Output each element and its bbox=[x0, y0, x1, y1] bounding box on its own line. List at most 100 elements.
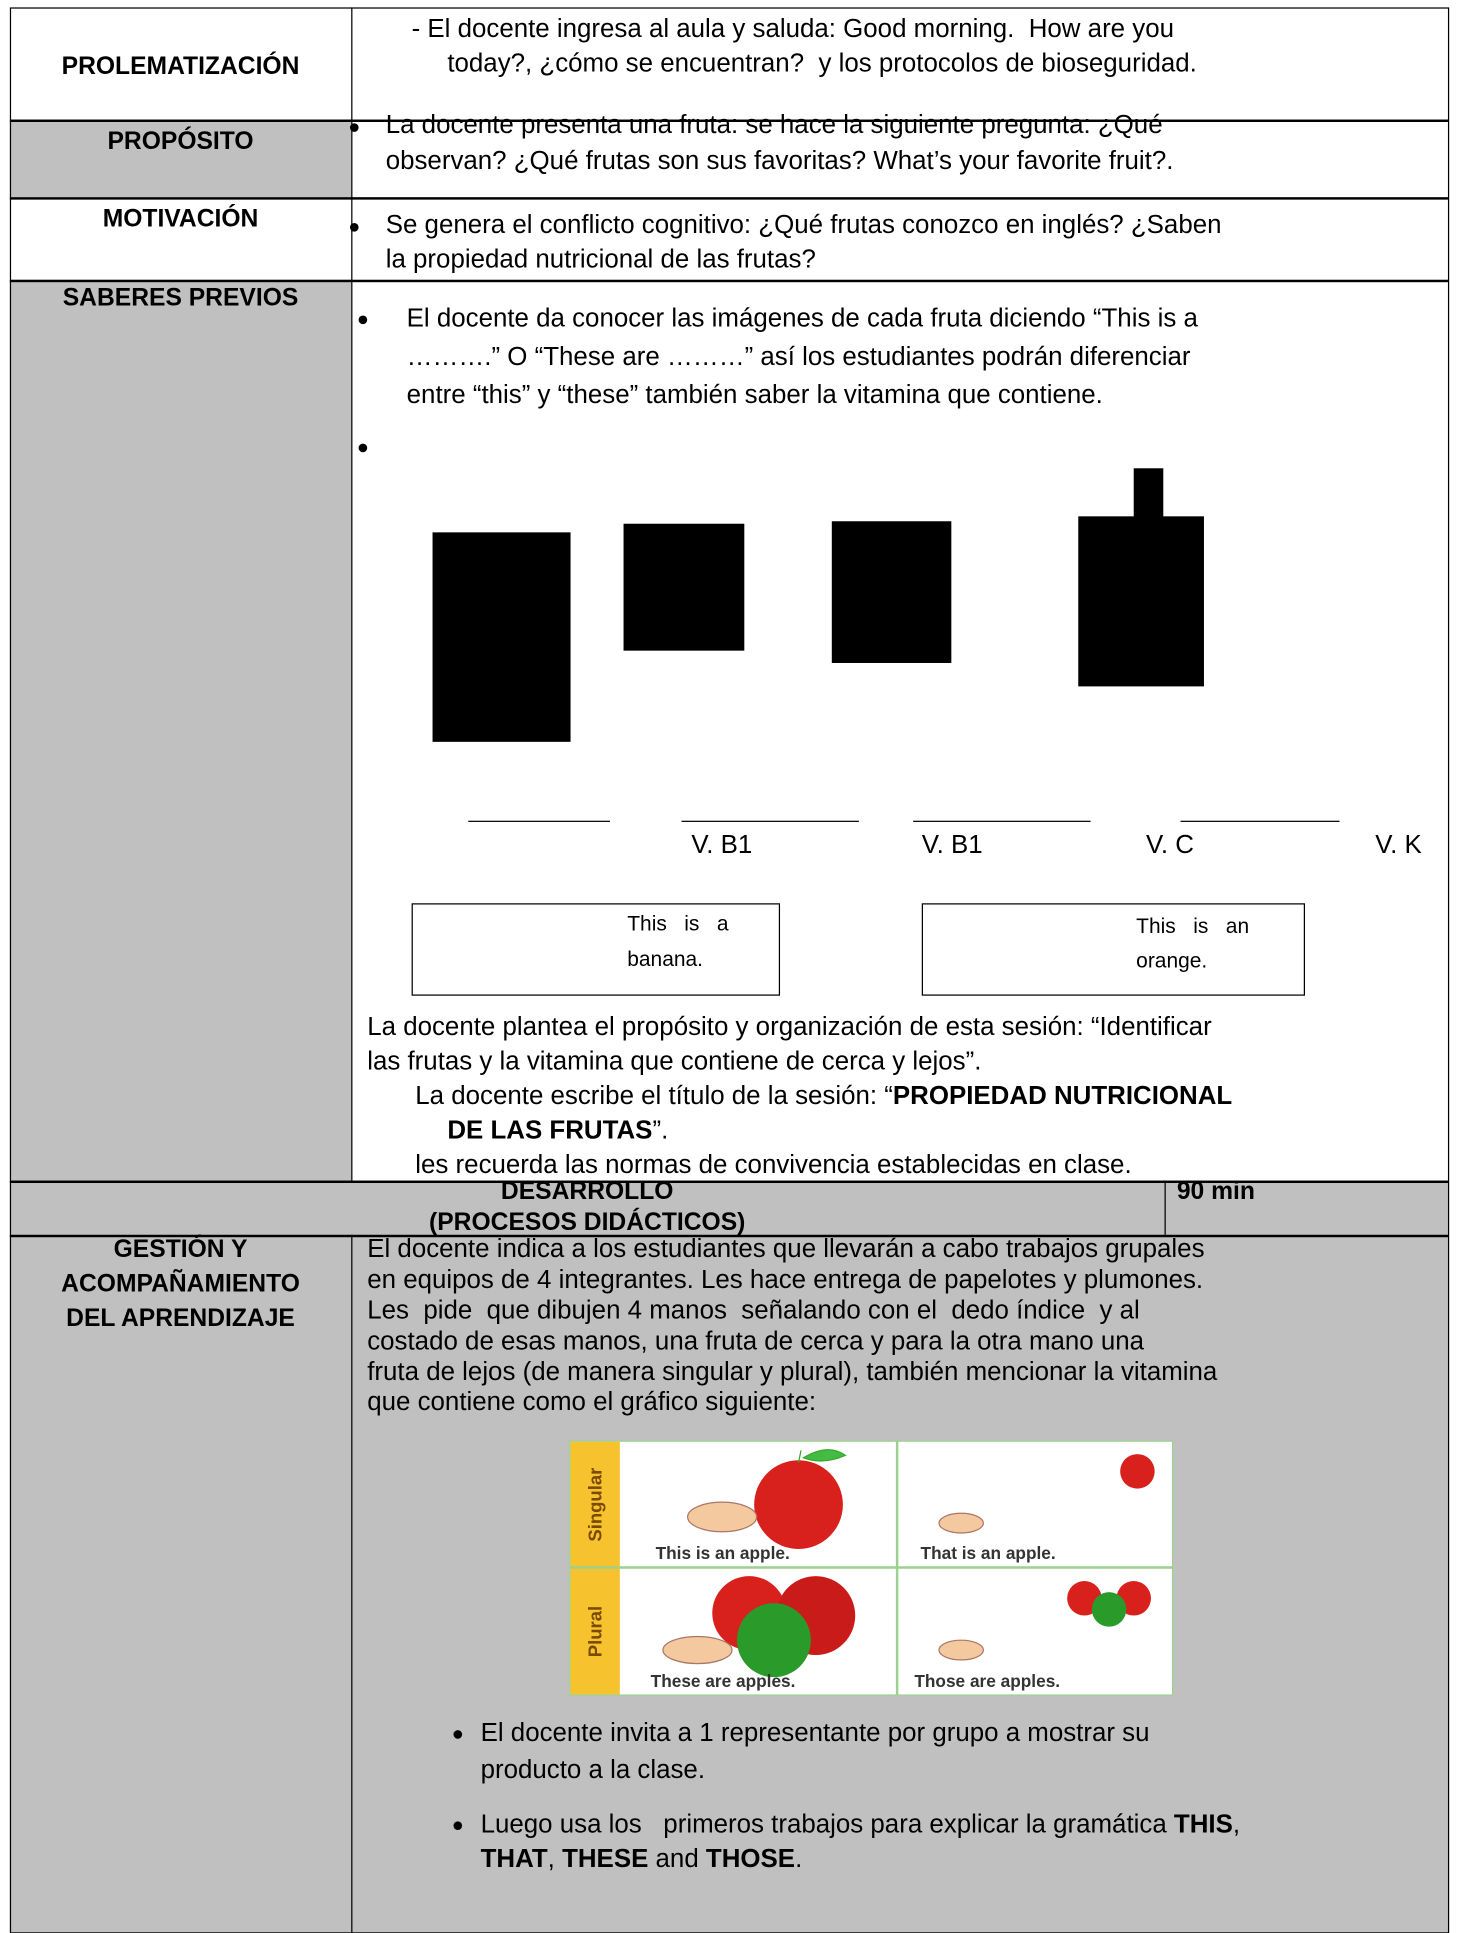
label-bg bbox=[9, 119, 352, 198]
row-label: GESTIÓN Y bbox=[113, 1235, 248, 1264]
caption: These are apples. bbox=[651, 1671, 796, 1691]
section-title: (PROCESOS DIDÁCTICOS) bbox=[429, 1208, 746, 1236]
apple bbox=[736, 1603, 811, 1678]
text-line: El docente indica a los estudiantes que … bbox=[367, 1234, 1205, 1264]
text-line: La docente escribe el título de la sesió… bbox=[415, 1082, 1232, 1112]
redacted-image bbox=[1133, 468, 1164, 518]
bullet bbox=[453, 1821, 463, 1830]
row-label: SABERES PREVIOS bbox=[62, 284, 299, 312]
blank-line bbox=[681, 820, 859, 822]
blank-line bbox=[913, 820, 1091, 822]
row-line bbox=[9, 279, 1448, 283]
bullet bbox=[349, 223, 359, 232]
session-title: PROPIEDAD NUTRICIONAL bbox=[892, 1081, 1233, 1111]
text: La docente escribe el título de la sesió… bbox=[415, 1081, 893, 1111]
text-line: La docente presenta una fruta: se hace l… bbox=[385, 110, 1163, 140]
caption: That is an apple. bbox=[921, 1543, 1056, 1563]
text-line: - El docente ingresa al aula y saluda: G… bbox=[411, 14, 1174, 44]
text: and bbox=[648, 1844, 706, 1874]
text: ”. bbox=[652, 1116, 669, 1145]
text-line: El docente invita a 1 representante por … bbox=[480, 1719, 1150, 1748]
hand bbox=[662, 1635, 733, 1665]
keyword: THIS bbox=[1173, 1810, 1233, 1839]
redacted-image bbox=[623, 523, 745, 651]
leaf bbox=[797, 1449, 847, 1463]
row-label: MOTIVACIÓN bbox=[102, 205, 259, 233]
column-line bbox=[351, 7, 353, 1181]
text-line: fruta de lejos (de manera singular y plu… bbox=[367, 1357, 1218, 1387]
text-box bbox=[411, 903, 781, 996]
column-line bbox=[351, 1234, 353, 1933]
bullet bbox=[358, 443, 368, 453]
bullet bbox=[349, 123, 359, 132]
text-line: las frutas y la vitamina que contiene de… bbox=[367, 1047, 982, 1076]
row-label: PROLEMATIZACIÓN bbox=[61, 52, 300, 81]
blank-line bbox=[1180, 820, 1340, 822]
text: Luego usa los primeros trabajos para exp… bbox=[480, 1810, 1174, 1839]
keyword: THAT bbox=[480, 1844, 548, 1874]
text-line: en equipos de 4 integrantes. Les hace en… bbox=[367, 1265, 1204, 1294]
redacted-image bbox=[831, 521, 952, 663]
blank-line bbox=[468, 820, 610, 822]
grammar-figure: Singular Plural This is an apple. That i… bbox=[569, 1440, 1174, 1696]
text-line: El docente da conocer las imágenes de ca… bbox=[406, 304, 1198, 333]
session-title: DE LAS FRUTAS bbox=[447, 1116, 653, 1145]
apple bbox=[1120, 1454, 1155, 1489]
text-line: La docente plantea el propósito y organi… bbox=[367, 1012, 1212, 1042]
text-line: Se genera el conflicto cognitivo: ¿Qué f… bbox=[385, 210, 1222, 240]
text: , bbox=[547, 1844, 563, 1874]
vitamin-label: V. B1 bbox=[691, 830, 753, 859]
box-text: banana. bbox=[627, 947, 703, 972]
row-label: Plural bbox=[584, 1606, 605, 1657]
row-line bbox=[9, 1234, 1448, 1238]
row-label: ACOMPAÑAMIENTO bbox=[61, 1270, 300, 1298]
text-box bbox=[921, 903, 1306, 996]
vitamin-label: V. C bbox=[1146, 830, 1195, 859]
vitamin-label: V. K bbox=[1375, 830, 1422, 859]
keyword: THOSE bbox=[705, 1844, 796, 1874]
apple bbox=[754, 1460, 843, 1550]
text-line: observan? ¿Qué frutas son sus favoritas?… bbox=[385, 146, 1174, 175]
section-title: DESARROLLO bbox=[500, 1178, 674, 1206]
caption: This is an apple. bbox=[656, 1543, 790, 1563]
text-line: entre “this” y “these” también saber la … bbox=[406, 380, 1103, 410]
text-line: les recuerda las normas de convivencia e… bbox=[415, 1150, 1132, 1180]
box-text: orange. bbox=[1136, 948, 1208, 973]
text-line: la propiedad nutricional de las frutas? bbox=[385, 245, 816, 274]
text: , bbox=[1232, 1810, 1241, 1839]
bullet bbox=[358, 315, 368, 325]
text: . bbox=[795, 1844, 803, 1874]
text-line: today?, ¿cómo se encuentran? y los proto… bbox=[447, 49, 1197, 78]
hand bbox=[938, 1512, 984, 1534]
row-line bbox=[9, 1180, 1448, 1184]
hand bbox=[687, 1501, 758, 1533]
text-line: THAT, THESE and THOSE. bbox=[481, 1845, 803, 1875]
apple bbox=[1091, 1592, 1127, 1627]
row-line bbox=[9, 197, 1448, 200]
vitamin-label: V. B1 bbox=[921, 830, 983, 859]
redacted-image bbox=[432, 532, 571, 742]
hand bbox=[938, 1639, 984, 1661]
box-text: This is an bbox=[1136, 914, 1250, 938]
text-line: costado de esas manos, una fruta de cerc… bbox=[367, 1327, 1145, 1356]
row-label: Singular bbox=[584, 1468, 605, 1542]
redacted-image bbox=[1078, 516, 1204, 687]
text-line: Luego usa los primeros trabajos para exp… bbox=[481, 1810, 1240, 1840]
text-line: Les pide que dibujen 4 manos señalando c… bbox=[367, 1296, 1140, 1325]
column-line bbox=[1164, 1180, 1166, 1235]
bullet bbox=[453, 1730, 463, 1739]
text-line: producto a la clase. bbox=[480, 1756, 706, 1785]
box-text: This is a bbox=[627, 911, 729, 936]
row-label: PROPÓSITO bbox=[107, 128, 254, 156]
row-line bbox=[9, 119, 1448, 122]
text-line: que contiene como el gráfico siguiente: bbox=[367, 1387, 817, 1416]
text-line: ……….” O “These are ………” así los estudian… bbox=[406, 342, 1191, 371]
label-bg bbox=[9, 279, 352, 1181]
caption: Those are apples. bbox=[914, 1671, 1060, 1691]
text-line: DE LAS FRUTAS”. bbox=[447, 1116, 668, 1146]
keyword: THESE bbox=[562, 1844, 649, 1874]
row-label: DEL APRENDIZAJE bbox=[66, 1305, 295, 1333]
duration: 90 min bbox=[1176, 1178, 1255, 1206]
